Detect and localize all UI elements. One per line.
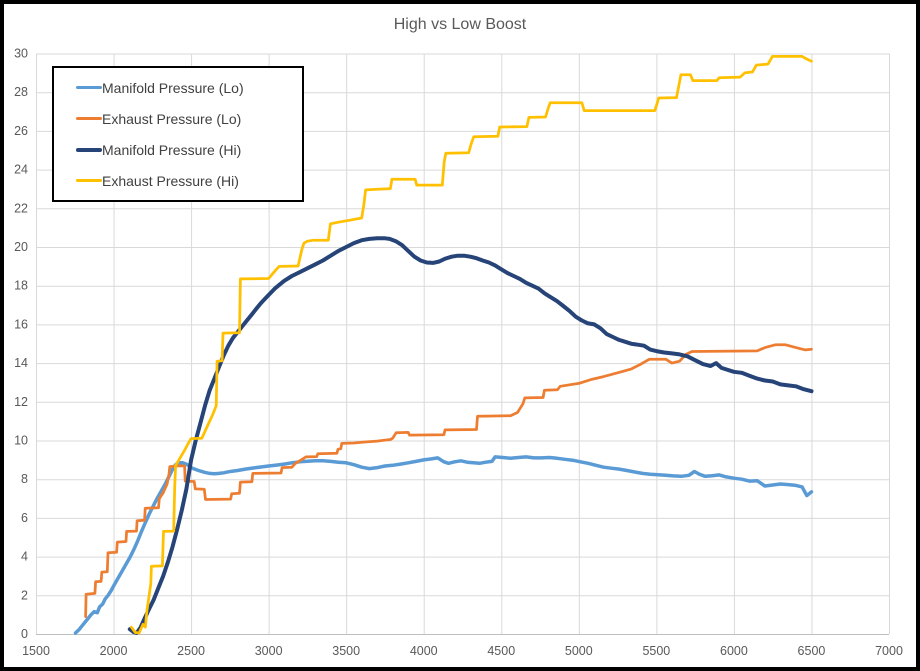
series-line-2 xyxy=(84,343,813,618)
svg-text:2: 2 xyxy=(21,588,28,602)
svg-text:2000: 2000 xyxy=(100,644,128,658)
x-axis-labels: 1500 2000 2500 3000 3500 4000 4500 5000 5500 6000… xyxy=(22,644,903,658)
legend-label-manifold-lo: Manifold Pressure (Lo) xyxy=(102,79,244,96)
svg-text:4500: 4500 xyxy=(487,644,515,658)
series-line-1 xyxy=(73,455,814,635)
plot-svg: 1500 2000 2500 3000 3500 4000 4500 5000 5500 6000… xyxy=(14,47,903,659)
legend-item-manifold-lo: Manifold Pressure (Lo) xyxy=(76,80,302,96)
svg-text:18: 18 xyxy=(14,279,28,293)
svg-text:3000: 3000 xyxy=(255,644,283,658)
svg-text:5500: 5500 xyxy=(642,644,670,658)
svg-text:1500: 1500 xyxy=(22,644,50,658)
legend-swatch-manifold-hi xyxy=(76,147,102,152)
svg-text:10: 10 xyxy=(14,434,28,448)
legend-label-exhaust-hi: Exhaust Pressure (Hi) xyxy=(102,172,239,189)
legend-item-manifold-hi: Manifold Pressure (Hi) xyxy=(76,142,302,158)
series-line-3 xyxy=(127,236,814,635)
svg-text:4: 4 xyxy=(21,550,28,564)
svg-text:30: 30 xyxy=(14,47,28,61)
legend-label-manifold-hi: Manifold Pressure (Hi) xyxy=(102,141,242,158)
svg-text:24: 24 xyxy=(14,163,28,177)
chart-title: High vs Low Boost xyxy=(393,16,527,33)
svg-text:0: 0 xyxy=(21,627,28,641)
legend-swatch-manifold-lo xyxy=(76,85,102,90)
svg-text:14: 14 xyxy=(14,356,28,370)
legend-item-exhaust-lo: Exhaust Pressure (Lo) xyxy=(76,111,302,127)
legend: Manifold Pressure (Lo) Exhaust Pressure … xyxy=(52,66,304,202)
svg-text:6: 6 xyxy=(21,511,28,525)
legend-label-exhaust-lo: Exhaust Pressure (Lo) xyxy=(102,110,242,127)
svg-text:16: 16 xyxy=(14,317,28,331)
series-line-4 xyxy=(130,55,813,635)
legend-swatch-exhaust-hi xyxy=(76,179,102,182)
svg-text:22: 22 xyxy=(14,201,28,215)
svg-text:5000: 5000 xyxy=(565,644,593,658)
svg-text:7000: 7000 xyxy=(875,644,903,658)
legend-swatch-exhaust-lo xyxy=(76,117,102,120)
svg-text:3500: 3500 xyxy=(332,644,360,658)
svg-text:6500: 6500 xyxy=(798,644,826,658)
svg-text:20: 20 xyxy=(14,240,28,254)
svg-text:26: 26 xyxy=(14,124,28,138)
svg-text:2500: 2500 xyxy=(177,644,205,658)
svg-text:8: 8 xyxy=(21,472,28,486)
svg-text:12: 12 xyxy=(14,395,28,409)
svg-text:6000: 6000 xyxy=(720,644,748,658)
svg-text:28: 28 xyxy=(14,85,28,99)
legend-item-exhaust-hi: Exhaust Pressure (Hi) xyxy=(76,173,302,189)
svg-text:4000: 4000 xyxy=(410,644,438,658)
